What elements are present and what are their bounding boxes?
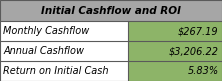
Text: $3,206.22: $3,206.22 <box>169 46 219 56</box>
Bar <box>0 41 128 61</box>
Bar <box>128 21 222 41</box>
Bar <box>0 61 128 81</box>
Text: Annual Cashflow: Annual Cashflow <box>3 46 84 56</box>
Text: Initial Cashflow and ROI: Initial Cashflow and ROI <box>41 6 181 16</box>
Bar <box>0 0 222 21</box>
Text: $267.19: $267.19 <box>178 26 219 36</box>
Text: Monthly Cashflow: Monthly Cashflow <box>3 26 90 36</box>
Bar <box>128 61 222 81</box>
Bar <box>128 41 222 61</box>
Bar <box>0 21 128 41</box>
Text: 5.83%: 5.83% <box>188 66 219 76</box>
Text: Return on Initial Cash: Return on Initial Cash <box>3 66 109 76</box>
